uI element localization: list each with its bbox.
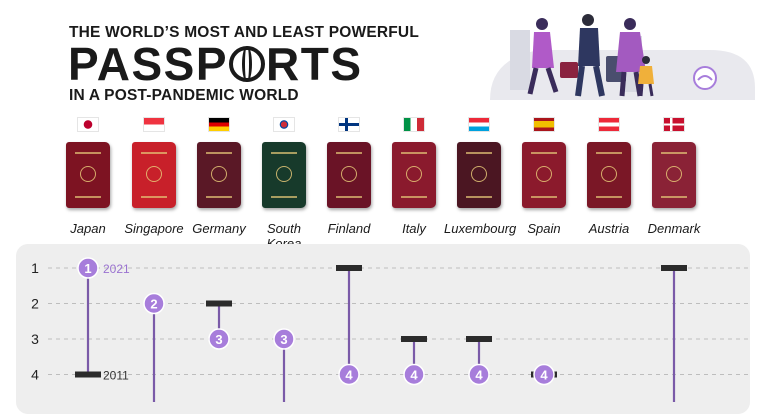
- legend-2011-label: 2011: [103, 369, 129, 383]
- y-tick-label: 3: [31, 331, 39, 347]
- country-name: Spain: [527, 221, 561, 236]
- rank-2021-label: 4: [475, 368, 483, 383]
- title-passports: PASSP RTS: [68, 38, 363, 90]
- spain-flag-icon: [533, 117, 555, 132]
- japan-flag-icon: [77, 117, 99, 132]
- rank-2011-marker: [206, 300, 232, 307]
- rank-2021-marker: [533, 363, 555, 386]
- country-column: Spain: [509, 112, 579, 236]
- passport-image: [652, 142, 696, 208]
- passport-image: [522, 142, 566, 208]
- travelers-illustration: [490, 14, 755, 100]
- rank-chart: 1 2 3 4 1 2 3 3 4 4 4 4 2021 2011: [31, 257, 748, 402]
- rank-2021-marker: [273, 328, 295, 350]
- globe-icon: [229, 46, 266, 82]
- title-passports-post: RTS: [266, 38, 363, 90]
- passport-image: [392, 142, 436, 208]
- rank-2011-marker: [661, 265, 687, 271]
- luxembourg-flag-icon: [468, 117, 490, 132]
- title-passports-pre: PASSP: [68, 38, 229, 90]
- y-tick-label: 2: [31, 296, 39, 312]
- passport-image: [457, 142, 501, 208]
- rank-2021-label: 4: [540, 368, 548, 383]
- rank-2011-marker: [75, 371, 101, 378]
- italy-flag-icon: [403, 117, 425, 132]
- country-column: South Korea: [249, 112, 319, 251]
- passport-image: [197, 142, 241, 208]
- country-name: Germany: [192, 221, 246, 236]
- title-line-3: IN A POST-PANDEMIC WORLD: [69, 87, 299, 104]
- passport-image: [327, 142, 371, 208]
- finland-flag-icon: [338, 117, 360, 132]
- country-name: Japan: [70, 221, 106, 236]
- title-line-1: THE WORLD’S MOST AND LEAST POWERFUL: [69, 24, 419, 41]
- austria-flag-icon: [598, 117, 620, 132]
- rank-2021-label: 3: [215, 332, 222, 347]
- country-name: Luxembourg: [444, 221, 517, 236]
- rank-2021-marker: [468, 363, 490, 386]
- passport-image: [132, 142, 176, 208]
- country-column: Finland: [314, 112, 384, 236]
- rank-2021-marker: [143, 292, 165, 315]
- country-column: Germany: [184, 112, 254, 236]
- country-column: Austria: [574, 112, 644, 236]
- rank-2011-marker: [401, 336, 427, 342]
- country-name: Italy: [402, 221, 426, 236]
- passport-image: [587, 142, 631, 208]
- rank-2021-label: 4: [410, 368, 418, 383]
- country-column: Italy: [379, 112, 449, 236]
- country-column: Japan: [53, 112, 123, 236]
- rank-2021-label: 3: [280, 332, 287, 347]
- rank-2021-marker: [403, 363, 425, 386]
- y-tick-label: 1: [31, 260, 39, 276]
- denmark-flag-icon: [663, 117, 685, 132]
- country-name: Finland: [327, 221, 371, 236]
- passport-image: [262, 142, 306, 208]
- chart-panel: [16, 244, 750, 414]
- country-column: Singapore: [119, 112, 189, 236]
- rank-2011-marker: [336, 265, 362, 271]
- germany-flag-icon: [208, 117, 230, 132]
- country-column: Denmark: [639, 112, 709, 236]
- rank-2021-label: 1: [84, 261, 91, 276]
- rank-2021-label: 2: [150, 297, 157, 312]
- country-column: Luxembourg: [444, 112, 517, 236]
- y-tick-label: 4: [31, 367, 39, 383]
- legend-2021-label: 2021: [103, 262, 130, 276]
- country-name: Singapore: [124, 221, 184, 236]
- passport-image: [66, 142, 110, 208]
- rank-2021-marker: [77, 257, 99, 279]
- singapore-flag-icon: [143, 117, 165, 132]
- country-name: Austria: [588, 221, 630, 236]
- rank-2021-label: 4: [345, 368, 353, 383]
- rank-2011-marker: [466, 336, 492, 342]
- country-name: Denmark: [647, 221, 701, 236]
- rank-2021-marker: [338, 363, 360, 386]
- rank-2021-marker: [208, 328, 230, 350]
- south-korea-flag-icon: [273, 117, 295, 132]
